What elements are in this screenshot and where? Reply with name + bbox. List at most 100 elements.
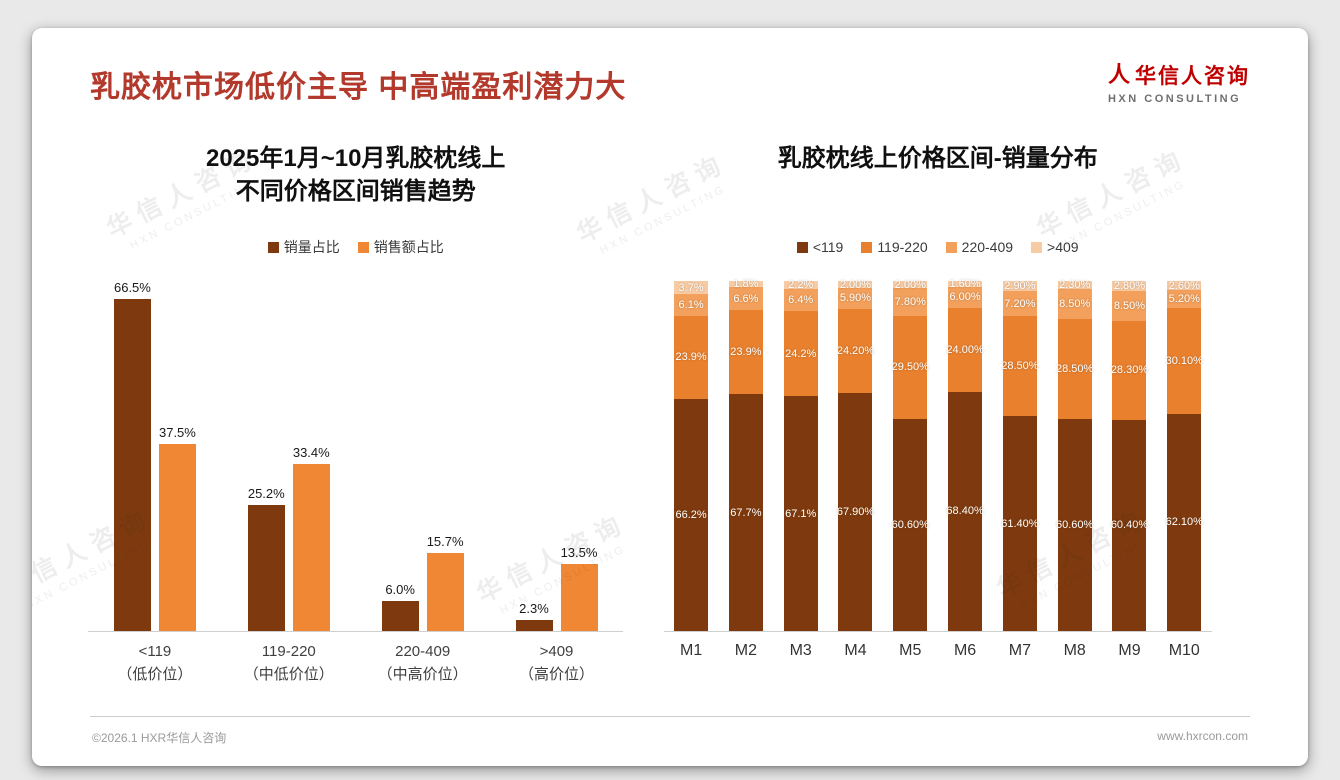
segment-M7-s1: 28.50%: [1001, 316, 1039, 417]
segment-M7-s0: 61.40%: [1001, 416, 1039, 631]
segment-value-label: 5.20%: [1168, 293, 1200, 306]
bar-series0-cat2: 6.0%: [381, 582, 419, 631]
segment-M3-s0: 67.1%: [783, 396, 818, 631]
month-label-M1: M1: [679, 642, 703, 659]
segment-value-label: 2.00%: [894, 278, 926, 291]
segment-value-label: 2.2%: [788, 279, 814, 292]
bar-value-label: 6.0%: [385, 582, 415, 597]
left-chart-plot: 66.5% 37.5% 25.2% 33.4% 6.0% 15.7% 2.3% 13.5%: [88, 280, 624, 632]
segment-M10-s0: 62.10%: [1166, 413, 1203, 631]
month-label-M7: M7: [1008, 642, 1031, 659]
bar-series1-cat3: 13.5%: [560, 545, 598, 631]
right-chart-title: 乳胶枕线上价格区间-销量分布: [777, 145, 1098, 172]
slide-header: 乳胶枕市场低价主导 中高端盈利潜力大 人 华信人咨询 HXN CONSULTIN…: [32, 28, 1308, 128]
grouped-bar-chart: 2025年1月~10月乳胶枕线上 不同价格区间销售趋势 销量占比 销售额占比 66…: [88, 142, 624, 686]
company-logo: 人 华信人咨询 HXN CONSULTING: [1108, 60, 1250, 106]
segment-M2-s0: 67.7%: [728, 394, 763, 631]
legend-label: 销售额占比: [373, 239, 444, 255]
segment-M1-s3: 3.7%: [674, 281, 709, 295]
month-label-M9: M9: [1118, 642, 1141, 659]
bar-pair: 25.2% 33.4%: [247, 445, 330, 631]
bar-group-2: 6.0% 15.7%: [356, 534, 490, 631]
right-chart-plot: 66.2% 23.9% 6.1% 3.7% 67.7% 23.9% 6.6% 1.8% 67.1…: [663, 277, 1212, 632]
segment-value-label: 24.20%: [836, 345, 875, 358]
legend-swatch-icon: [357, 241, 369, 253]
segment-M8-s3: 2.30%: [1057, 279, 1092, 292]
stack-column-M7: 61.40% 28.50% 7.20% 2.90%: [992, 280, 1047, 631]
segment-value-label: 23.9%: [730, 346, 762, 359]
stacked-bar-M10: 62.10% 30.10% 5.20% 2.60%: [1165, 279, 1203, 631]
segment-M5-s3: 2.00%: [893, 278, 928, 291]
segment-value-label: 30.10%: [1165, 354, 1203, 367]
category-label-line: （低价位）: [117, 665, 193, 683]
bar-value-label: 37.5%: [158, 424, 196, 440]
left-chart-title-line2: 不同价格区间销售趋势: [235, 178, 476, 206]
segment-M8-s0: 60.60%: [1056, 418, 1093, 631]
segment-value-label: 28.50%: [1056, 363, 1094, 376]
legend-label: <119: [812, 239, 844, 255]
stack-column-M3: 67.1% 24.2% 6.4% 2.2%: [773, 279, 828, 631]
segment-M5-s0: 60.60%: [892, 418, 929, 631]
segment-M6-s3: 1.60%: [948, 277, 983, 290]
segment-value-label: 2.60%: [1168, 279, 1200, 292]
legend-swatch-icon: [861, 241, 873, 253]
legend-item-2: 220-409: [945, 239, 1013, 255]
stacked-bar-M5: 60.60% 29.50% 7.80% 2.00%: [892, 278, 929, 631]
category-label-line: 119-220: [261, 643, 316, 660]
category-label-line: >409: [539, 643, 574, 660]
left-chart-title: 2025年1月~10月乳胶枕线上 不同价格区间销售趋势: [88, 142, 623, 214]
month-label-M10: M10: [1168, 642, 1200, 659]
right-chart-legend: <119 119-220 220-409 >409: [623, 238, 1252, 256]
legend-item-1: 119-220: [861, 239, 928, 255]
category-label-line: <119: [138, 643, 172, 660]
legend-swatch-icon: [796, 241, 808, 253]
left-chart-categories: <119 （低价位） 119-220 （中低价位） 220-409 （中高价位） >409 （…: [88, 641, 623, 686]
stacked-bar-M3: 67.1% 24.2% 6.4% 2.2%: [783, 279, 818, 631]
bar-value-label: 33.4%: [292, 445, 330, 460]
stacked-bar-M2: 67.7% 23.9% 6.6% 1.8%: [728, 278, 763, 631]
bar-pair: 66.5% 37.5%: [113, 280, 196, 631]
segment-M4-s1: 24.20%: [836, 308, 875, 394]
legend-swatch-icon: [945, 241, 957, 253]
segment-value-label: 5.90%: [839, 292, 872, 305]
bar-series1-cat2: 15.7%: [426, 534, 464, 631]
legend-label: >409: [1047, 239, 1079, 255]
segment-value-label: 61.40%: [1001, 517, 1039, 530]
segment-value-label: 8.50%: [1113, 299, 1146, 312]
segment-value-label: 67.1%: [785, 507, 817, 520]
segment-M4-s3: 2.00%: [838, 279, 873, 291]
segment-M10-s2: 5.20%: [1167, 290, 1202, 309]
stacked-bar-chart: 乳胶枕线上价格区间-销量分布 <119 119-220 220-409 >409 66…: [623, 142, 1252, 686]
segment-value-label: 2.90%: [1004, 280, 1036, 293]
segment-value-label: 66.2%: [675, 509, 707, 522]
segment-value-label: 24.2%: [785, 347, 817, 360]
segment-M1-s2: 6.1%: [674, 294, 709, 316]
segment-M10-s3: 2.60%: [1167, 279, 1202, 292]
category-label-3: >409 （高价位）: [490, 641, 624, 686]
logo-person-icon: 人: [1107, 62, 1130, 87]
legend-item-0: 销量占比: [267, 237, 340, 257]
segment-M6-s0: 68.40%: [946, 391, 984, 631]
left-chart-title-line1: 2025年1月~10月乳胶枕线上: [205, 145, 506, 172]
bar-series0-cat0: 66.5%: [113, 280, 151, 631]
bar-group-1: 25.2% 33.4%: [222, 445, 356, 631]
segment-value-label: 3.7%: [678, 281, 704, 294]
segment-M9-s2: 8.50%: [1112, 290, 1147, 321]
segment-value-label: 2.80%: [1113, 279, 1146, 292]
footer-website: www.hxrcon.com: [1157, 729, 1248, 743]
segment-M3-s3: 2.2%: [783, 279, 818, 292]
segment-value-label: 6.4%: [788, 294, 814, 307]
segment-value-label: 67.7%: [730, 506, 762, 519]
legend-item-0: <119: [796, 239, 844, 255]
legend-swatch-icon: [1031, 241, 1043, 253]
segment-value-label: 1.60%: [949, 277, 981, 290]
category-label-1: 119-220 （中低价位）: [222, 641, 356, 686]
page-title: 乳胶枕市场低价主导 中高端盈利潜力大: [90, 71, 627, 104]
legend-swatch-icon: [267, 241, 279, 253]
logo-row: 人 华信人咨询: [1108, 60, 1250, 90]
bar-pair: 6.0% 15.7%: [381, 534, 464, 631]
category-label-2: 220-409 （中高价位）: [356, 641, 490, 686]
segment-value-label: 2.30%: [1059, 279, 1091, 292]
category-label-line: （中低价位）: [243, 665, 334, 683]
legend-label: 119-220: [877, 239, 928, 255]
